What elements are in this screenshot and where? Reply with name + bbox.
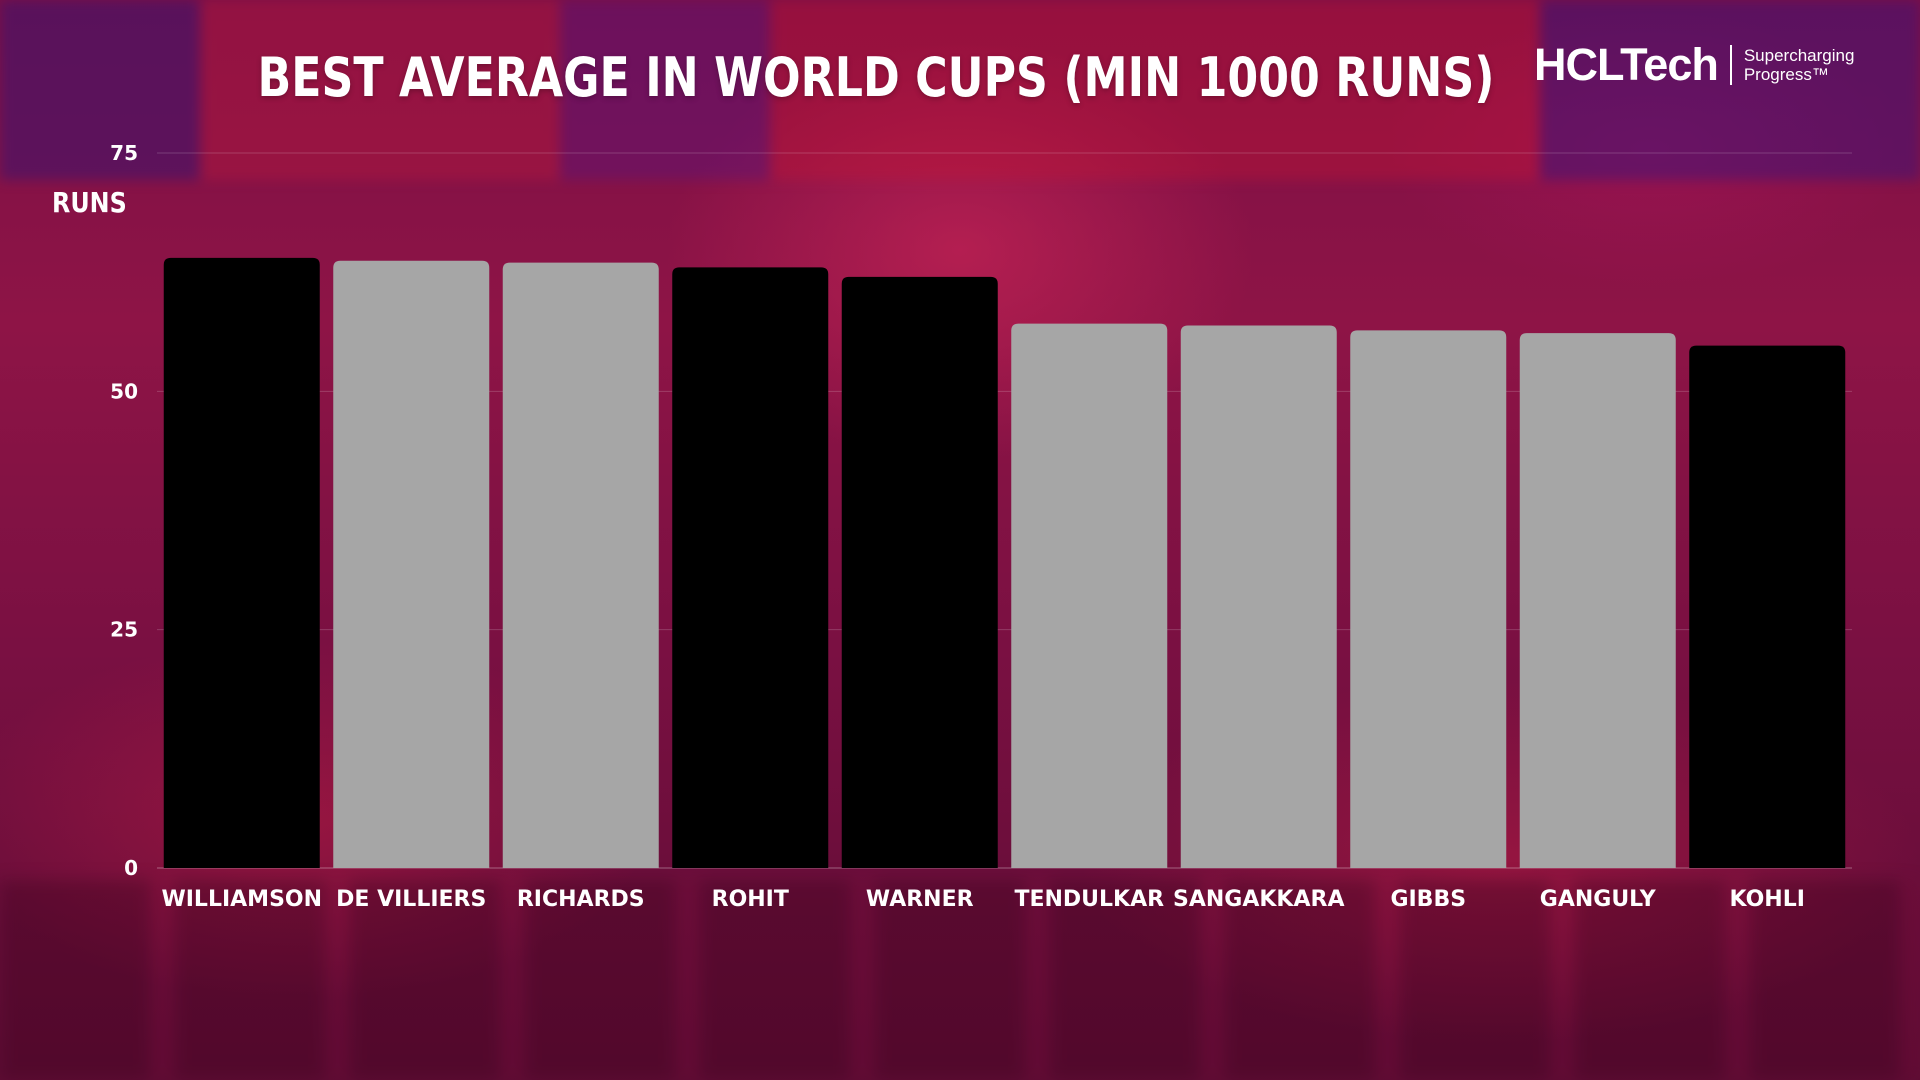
bar-kohli bbox=[1689, 345, 1846, 868]
x-tick-label: SANGAKKARA bbox=[1173, 887, 1344, 912]
y-tick-label: 75 bbox=[110, 141, 138, 165]
bar-sangakkara bbox=[1180, 325, 1337, 868]
bar-rohit bbox=[672, 267, 829, 868]
bar-warner bbox=[841, 276, 998, 868]
y-axis-label: RUNS bbox=[52, 186, 127, 219]
y-tick-label: 50 bbox=[110, 379, 138, 403]
y-tick-label: 0 bbox=[124, 856, 138, 880]
brand-name: HCLTech bbox=[1534, 39, 1719, 90]
bar-richards bbox=[502, 262, 659, 869]
x-tick-label: DE VILLIERS bbox=[336, 887, 486, 912]
x-tick-label: TENDULKAR bbox=[1014, 887, 1164, 912]
x-tick-label: WARNER bbox=[866, 887, 974, 912]
bar-ganguly bbox=[1519, 333, 1676, 868]
brand-tagline: Supercharging Progress™ bbox=[1744, 46, 1855, 84]
chart-title: BEST AVERAGE IN WORLD CUPS (MIN 1000 RUN… bbox=[257, 46, 1495, 109]
x-tick-label: GIBBS bbox=[1390, 887, 1466, 912]
bar-tendulkar bbox=[1011, 323, 1168, 868]
x-tick-label: KOHLI bbox=[1730, 887, 1805, 912]
bar-williamson bbox=[163, 257, 320, 868]
bar-gibbs bbox=[1350, 330, 1507, 868]
x-tick-label: WILLIAMSON bbox=[161, 887, 322, 912]
background-seats bbox=[0, 880, 1920, 1080]
x-tick-label: RICHARDS bbox=[517, 887, 645, 912]
x-tick-label: ROHIT bbox=[712, 887, 789, 912]
brand-logo: HCLTech Supercharging Progress™ bbox=[1534, 39, 1855, 90]
brand-tagline-line1: Supercharging bbox=[1743, 46, 1855, 65]
x-tick-label: GANGULY bbox=[1540, 887, 1657, 912]
brand-divider bbox=[1729, 45, 1732, 85]
y-tick-label: 25 bbox=[110, 618, 138, 642]
background-flags bbox=[0, 0, 1920, 180]
bar-de-villiers bbox=[333, 260, 490, 868]
brand-tagline-line2: Progress™ bbox=[1743, 65, 1829, 84]
